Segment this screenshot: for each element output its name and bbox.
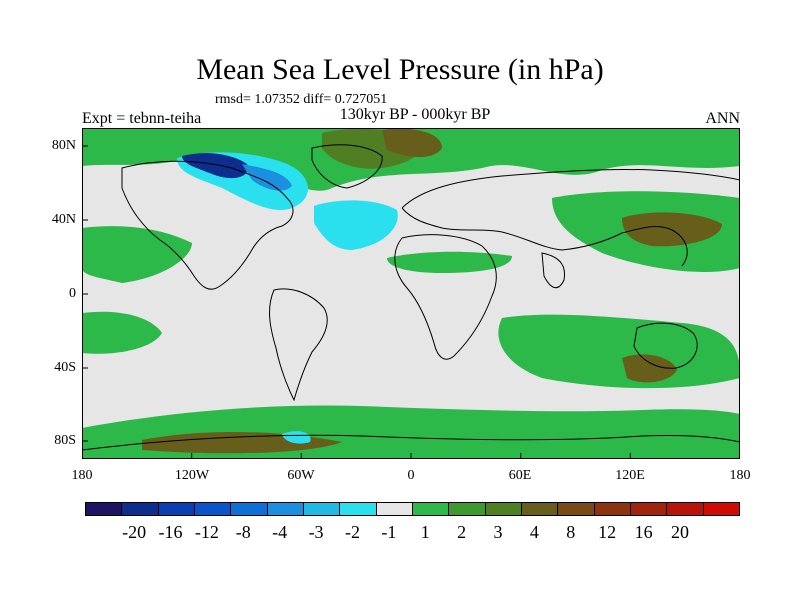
lat-label: 0 <box>69 286 76 301</box>
colorbar-label: 3 <box>493 522 503 542</box>
colorbar-label: -4 <box>272 522 288 542</box>
lon-label: 120W <box>174 468 210 483</box>
colorbar-box <box>703 503 739 515</box>
colorbar-box <box>194 503 232 515</box>
colorbar-label: 2 <box>457 522 467 542</box>
experiment-label: Expt = tebnn-teiha <box>82 110 202 127</box>
colorbar-box <box>303 503 341 515</box>
south-indian-strong-positive <box>622 354 677 383</box>
north-atlantic-negative-region <box>314 200 398 250</box>
lat-label: 40S <box>54 360 76 375</box>
colorbar-box <box>376 503 413 515</box>
colorbar-box <box>521 503 559 515</box>
colorbar-box <box>630 503 668 515</box>
colorbar-label: 4 <box>529 522 539 542</box>
antarctic-negative-spot <box>282 431 311 444</box>
colorbar-box <box>340 503 377 515</box>
coast-antarctica <box>82 434 740 451</box>
lat-label: 80N <box>51 138 76 153</box>
colorbar-box <box>449 503 486 515</box>
south-indian-positive-region <box>498 314 740 389</box>
colorbar-label: 16 <box>634 522 653 542</box>
north-america-strong-negative <box>182 153 248 179</box>
colorbar-label: 20 <box>670 522 689 542</box>
north-america-mid-negative <box>242 164 292 191</box>
arctic-positive-region <box>82 128 740 191</box>
colorbar-box <box>158 503 195 515</box>
coast-greenland <box>311 144 383 189</box>
colorbar-label: -3 <box>308 522 324 542</box>
colorbar-box <box>231 503 268 515</box>
lon-label: 60E <box>508 468 532 483</box>
lon-label: 0 <box>407 468 415 483</box>
colorbar-label: -20 <box>122 522 147 542</box>
lat-label: 80S <box>54 433 76 448</box>
map-plot <box>82 128 740 459</box>
colorbar-box <box>667 503 704 515</box>
colorbar-label: 12 <box>598 522 617 542</box>
stats-text: rmsd= 1.07352 diff= 0.727051 <box>215 92 388 107</box>
coast-australia <box>633 322 698 369</box>
east-asia-strong-positive <box>622 212 722 247</box>
lon-label: 180 <box>71 468 93 483</box>
lon-label: 60W <box>287 468 315 483</box>
coast-south-america <box>269 288 328 402</box>
coast-eurasia <box>401 168 740 267</box>
sahel-positive-region <box>387 251 512 273</box>
colorbar-box <box>267 503 304 515</box>
colorbar-label: -8 <box>235 522 251 542</box>
colorbar-box <box>122 503 159 515</box>
coast-india <box>541 252 566 289</box>
colorbar-box <box>412 503 450 515</box>
colorbar-label: -12 <box>194 522 219 542</box>
period-label: 130kyr BP - 000kyr BP <box>339 106 491 123</box>
colorbar-label: 8 <box>566 522 576 542</box>
colorbar <box>85 502 740 516</box>
north-pacific-positive-region <box>82 226 192 283</box>
arctic-high-region <box>382 128 442 157</box>
colorbar-label: 1 <box>420 522 430 542</box>
south-pacific-positive-region <box>82 311 162 354</box>
colorbar-label: -16 <box>158 522 183 542</box>
coastlines <box>82 144 740 451</box>
tick-marks <box>82 145 631 459</box>
lat-label: 40N <box>51 212 76 227</box>
coast-africa <box>394 234 497 360</box>
season-label: ANN <box>705 110 740 127</box>
chart-title: Mean Sea Level Pressure (in hPa) <box>196 53 604 86</box>
colorbar-box <box>485 503 522 515</box>
lon-label: 120E <box>615 468 645 483</box>
colorbar-box <box>86 503 123 515</box>
colorbar-label: -1 <box>381 522 397 542</box>
colorbar-box <box>594 503 631 515</box>
lon-label: 180 <box>729 468 751 483</box>
colorbar-box <box>558 503 595 515</box>
colorbar-label: -2 <box>344 522 360 542</box>
coast-north-america <box>121 160 294 290</box>
